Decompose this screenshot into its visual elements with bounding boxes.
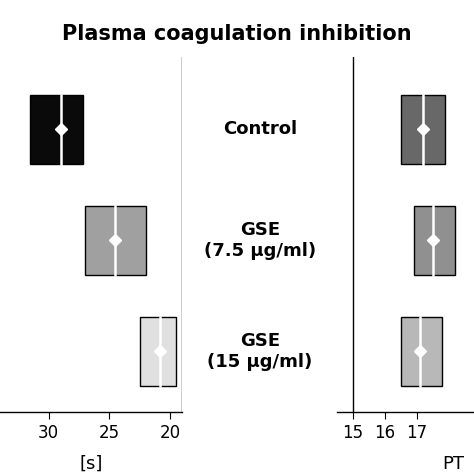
X-axis label: PT: PT: [443, 455, 465, 473]
Bar: [140, 317, 176, 386]
Bar: [401, 95, 446, 164]
Text: GSE
(7.5 μg/ml): GSE (7.5 μg/ml): [204, 221, 316, 260]
Text: Control: Control: [223, 120, 297, 138]
Bar: [85, 206, 146, 274]
Bar: [414, 206, 455, 274]
Text: Plasma coagulation inhibition: Plasma coagulation inhibition: [62, 24, 412, 44]
X-axis label: [s]: [s]: [80, 455, 103, 473]
Bar: [30, 95, 82, 164]
Bar: [401, 317, 442, 386]
Text: GSE
(15 μg/ml): GSE (15 μg/ml): [207, 332, 312, 371]
